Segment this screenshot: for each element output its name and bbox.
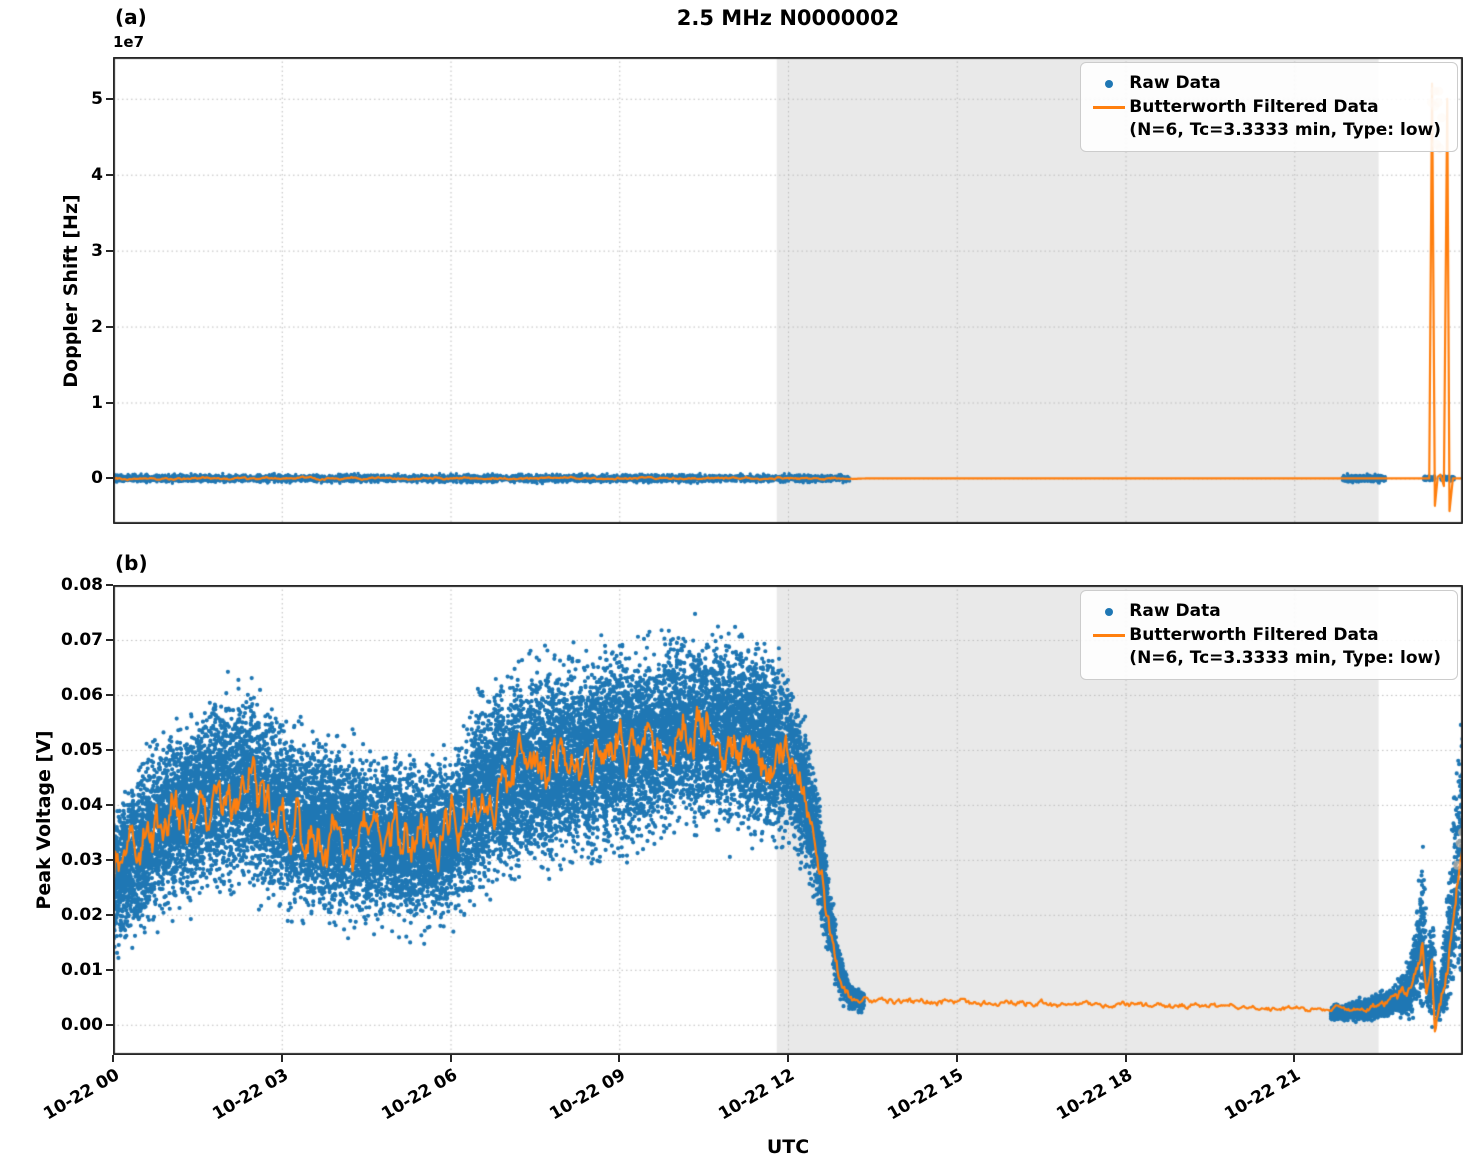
y-tick-label: 0: [91, 468, 103, 489]
y-tick-label: 0.02: [61, 904, 103, 925]
y-tick-mark: [106, 913, 113, 916]
y-tick-mark: [106, 477, 113, 480]
x-tick-mark: [112, 1055, 114, 1062]
y-tick-label: 0.07: [61, 629, 103, 650]
panel-b-legend: Raw Data Butterworth Filtered Data (N=6,…: [1080, 590, 1458, 680]
legend-filtered-text: Butterworth Filtered Data (N=6, Tc=3.333…: [1129, 96, 1441, 142]
raw-data-marker: [1089, 72, 1129, 95]
y-tick-mark: [106, 858, 113, 861]
filtered-data-line-icon: [1093, 634, 1126, 637]
legend-row-filtered: Butterworth Filtered Data (N=6, Tc=3.333…: [1089, 96, 1441, 142]
y-tick-mark: [106, 748, 113, 751]
raw-data-dot-icon: [1105, 607, 1114, 616]
legend-filtered-params: (N=6, Tc=3.3333 min, Type: low): [1129, 647, 1441, 668]
raw-data-marker: [1089, 600, 1129, 623]
legend-row-raw: Raw Data: [1089, 72, 1441, 95]
y-tick-mark: [106, 693, 113, 696]
y-tick-mark: [106, 97, 113, 100]
y-tick-label: 2: [91, 316, 103, 337]
x-tick-mark: [449, 1055, 452, 1062]
raw-data-dot-icon: [1105, 79, 1114, 88]
figure-title: 2.5 MHz N0000002: [676, 6, 900, 30]
y-tick-label: 4: [91, 164, 103, 185]
panel-a-ylabel: Doppler Shift [Hz]: [60, 194, 82, 388]
x-tick-mark: [1124, 1055, 1127, 1062]
legend-row-raw: Raw Data: [1089, 600, 1441, 623]
y-tick-label: 3: [91, 240, 103, 261]
y-tick-mark: [106, 173, 113, 176]
y-tick-mark: [106, 1023, 113, 1026]
y-tick-mark: [106, 249, 113, 252]
legend-filtered-label: Butterworth Filtered Data: [1129, 97, 1379, 117]
legend-raw-label: Raw Data: [1129, 601, 1221, 621]
x-tick-mark: [280, 1055, 283, 1062]
legend-filtered-text: Butterworth Filtered Data (N=6, Tc=3.333…: [1129, 624, 1441, 670]
y-tick-mark: [106, 803, 113, 806]
y-tick-mark: [106, 638, 113, 641]
y-tick-label: 0.06: [61, 684, 103, 705]
y-tick-label: 0.01: [61, 959, 103, 980]
panel-b-plot-area: Raw Data Butterworth Filtered Data (N=6,…: [113, 585, 1463, 1055]
legend-row-filtered: Butterworth Filtered Data (N=6, Tc=3.333…: [1089, 624, 1441, 670]
x-tick-mark: [787, 1055, 789, 1062]
y-tick-mark: [106, 968, 113, 971]
panel-a-offset-text: 1e7: [113, 33, 145, 51]
y-tick-label: 0.04: [61, 794, 103, 815]
legend-raw-label: Raw Data: [1129, 73, 1221, 93]
panel-a-plot-area: Raw Data Butterworth Filtered Data (N=6,…: [113, 57, 1463, 524]
x-axis-label: UTC: [766, 1136, 810, 1158]
y-tick-label: 5: [91, 88, 103, 109]
panel-a-label: (a): [115, 5, 147, 29]
y-tick-mark: [106, 584, 113, 586]
y-tick-label: 0.00: [61, 1014, 103, 1035]
y-tick-label: 0.03: [61, 849, 103, 870]
x-tick-mark: [955, 1055, 958, 1062]
filtered-data-line-icon: [1093, 106, 1126, 109]
y-tick-mark: [106, 325, 113, 328]
filtered-data-marker: [1089, 96, 1129, 119]
x-tick-mark: [1293, 1055, 1296, 1062]
panel-b-label: (b): [115, 551, 148, 575]
y-tick-label: 0.05: [61, 739, 103, 760]
filtered-data-marker: [1089, 624, 1129, 647]
legend-filtered-params: (N=6, Tc=3.3333 min, Type: low): [1129, 119, 1441, 140]
x-tick-mark: [618, 1055, 621, 1062]
panel-a-legend: Raw Data Butterworth Filtered Data (N=6,…: [1080, 62, 1458, 152]
y-tick-label: 1: [91, 392, 103, 413]
y-tick-label: 0.08: [61, 575, 103, 595]
legend-filtered-label: Butterworth Filtered Data: [1129, 625, 1379, 645]
y-tick-mark: [106, 401, 113, 404]
